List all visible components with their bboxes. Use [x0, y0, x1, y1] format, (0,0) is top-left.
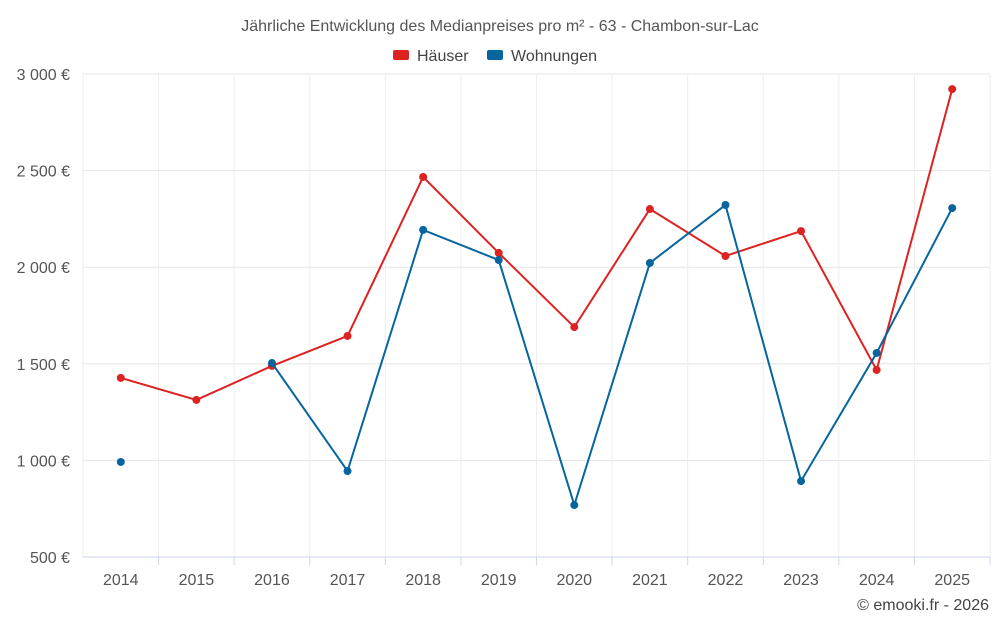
- x-tick-label: 2019: [481, 572, 517, 589]
- data-point: [192, 395, 201, 404]
- legend-swatch: [487, 50, 503, 60]
- data-point: [494, 256, 503, 265]
- data-point: [797, 477, 806, 486]
- chart-title: Jährliche Entwicklung des Medianpreises …: [241, 18, 759, 35]
- data-point: [645, 258, 654, 267]
- data-point: [267, 359, 276, 368]
- data-point: [872, 365, 881, 374]
- credit: © emooki.fr - 2026: [857, 597, 989, 614]
- data-point: [948, 204, 957, 213]
- y-tick-label: 1 000 €: [17, 453, 70, 470]
- y-tick-label: 2 500 €: [17, 164, 70, 181]
- legend: Häuser Wohnungen: [393, 48, 597, 65]
- data-point: [419, 225, 428, 234]
- series-line: [271, 203, 954, 509]
- x-tick-label: 2015: [179, 572, 215, 589]
- data-point: [872, 348, 881, 357]
- data-point: [797, 227, 806, 236]
- data-point: [948, 85, 957, 94]
- legend-label: Häuser: [417, 48, 469, 65]
- legend-label: Wohnungen: [511, 48, 597, 65]
- legend-swatch: [393, 50, 409, 60]
- y-tick-label: 2 000 €: [17, 260, 70, 277]
- x-tick-label: 2024: [859, 572, 895, 589]
- y-tick-label: 1 500 €: [17, 357, 70, 374]
- series-wohnungen: [116, 200, 957, 510]
- x-tick-label: 2025: [934, 572, 970, 589]
- data-point: [721, 251, 730, 260]
- x-tick-label: 2016: [254, 572, 290, 589]
- series-line: [120, 88, 954, 401]
- x-axis: 2014 2015 2016 2017 2018 2019 2020 2021 2022 2023…: [83, 556, 991, 589]
- x-tick-label: 2014: [103, 572, 139, 589]
- data-point: [721, 200, 730, 209]
- data-point: [570, 501, 579, 510]
- y-axis: 500 € 1 000 € 1 500 € 2 000 € 2 500 € 3 000 €: [17, 67, 70, 567]
- y-tick-label: 500 €: [30, 550, 70, 567]
- data-point: [419, 172, 428, 181]
- series-group: [116, 85, 957, 510]
- x-tick-label: 2022: [708, 572, 744, 589]
- data-point: [570, 323, 579, 332]
- data-point: [494, 248, 503, 257]
- series-häuser: [116, 85, 957, 404]
- y-tick-label: 3 000 €: [17, 67, 70, 84]
- data-point: [343, 467, 352, 476]
- x-tick-label: 2017: [330, 572, 366, 589]
- x-tick-label: 2023: [783, 572, 819, 589]
- x-tick-label: 2018: [405, 572, 441, 589]
- data-point: [343, 331, 352, 340]
- data-point: [645, 205, 654, 214]
- data-point: [116, 373, 125, 382]
- x-tick-label: 2021: [632, 572, 668, 589]
- data-point: [116, 457, 125, 466]
- grid: [82, 73, 991, 558]
- x-tick-label: 2020: [556, 572, 592, 589]
